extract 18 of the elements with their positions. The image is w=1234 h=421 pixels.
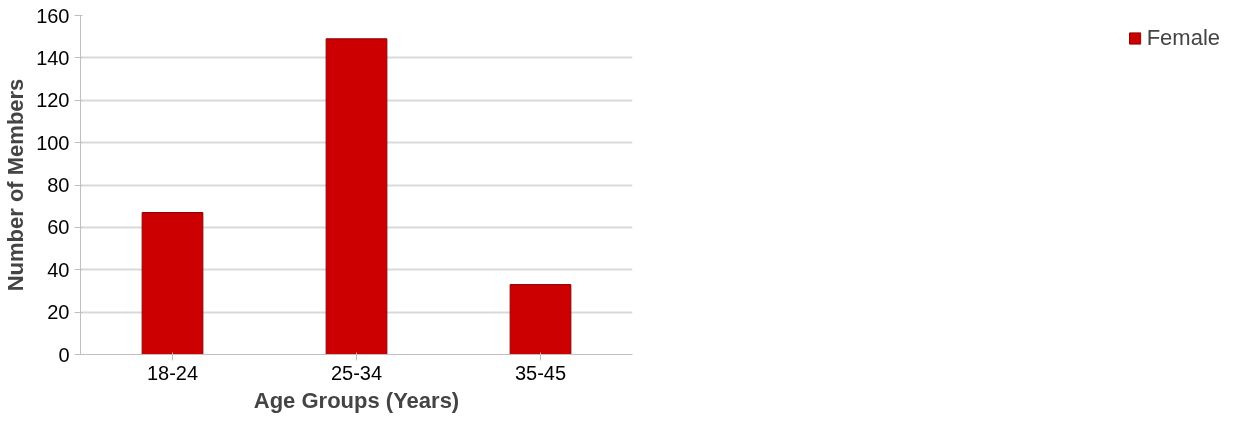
y-tick-label: 0 — [58, 343, 70, 366]
y-tick-label: 100 — [36, 131, 70, 154]
y-tick-label: 40 — [47, 258, 70, 281]
y-tick-label: 60 — [47, 216, 70, 239]
x-tick-label: 35-45 — [514, 361, 567, 384]
legend-label: Female — [1146, 25, 1220, 51]
y-tick-label: 120 — [36, 89, 70, 112]
y-tick-label: 20 — [47, 301, 70, 324]
y-axis-title: Number of Members — [3, 78, 29, 292]
x-tick-label: 25-34 — [330, 361, 383, 384]
y-tick-label: 80 — [47, 174, 70, 196]
y-tick-label: 160 — [36, 4, 70, 27]
bar — [141, 212, 204, 355]
x-axis-title: Age Groups (Years) — [253, 387, 460, 413]
y-tick-label: 140 — [36, 46, 70, 69]
x-tick-label: 18-24 — [146, 361, 199, 384]
bar — [509, 284, 572, 355]
bar — [325, 38, 388, 355]
